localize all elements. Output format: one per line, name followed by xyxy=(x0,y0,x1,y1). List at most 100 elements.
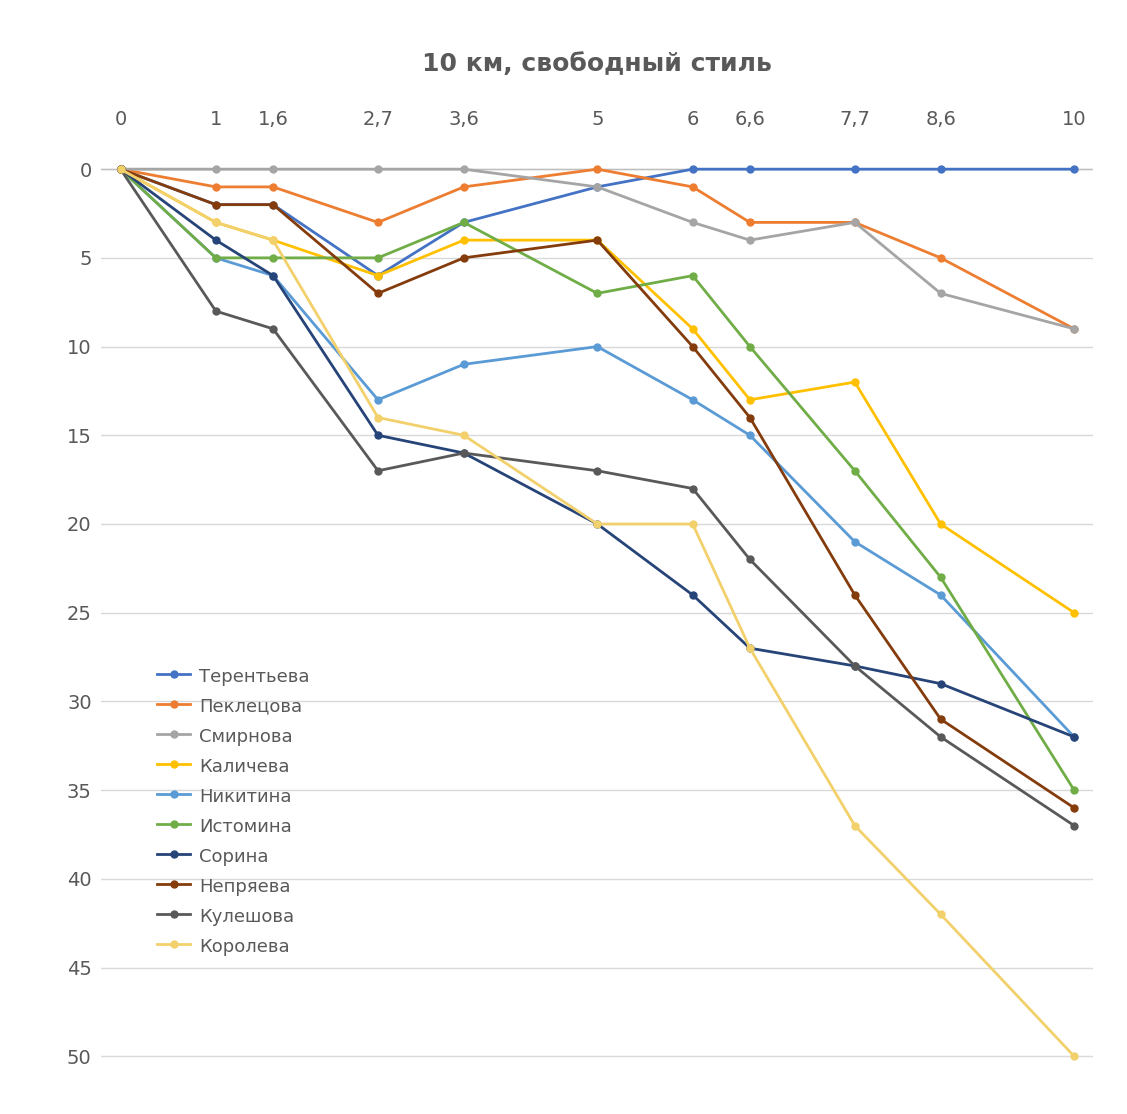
Королева xyxy=(210,216,223,229)
Терентьева xyxy=(114,163,127,176)
Пеклецова xyxy=(934,251,948,264)
Смирнова xyxy=(1067,322,1081,335)
Каличева xyxy=(210,216,223,229)
Пеклецова xyxy=(686,180,700,194)
Королева xyxy=(458,429,471,442)
Сорина xyxy=(848,659,861,673)
Кулешова xyxy=(743,553,756,566)
Королева xyxy=(266,234,279,247)
Пеклецова xyxy=(848,216,861,229)
Истомина xyxy=(371,251,384,264)
Смирнова xyxy=(934,286,948,300)
Кулешова xyxy=(1067,819,1081,832)
Legend: Терентьева, Пеклецова, Смирнова, Каличева, Никитина, Истомина, Сорина, Непряева,: Терентьева, Пеклецова, Смирнова, Каличев… xyxy=(150,661,317,962)
Никитина xyxy=(591,340,604,353)
Кулешова xyxy=(934,730,948,743)
Каличева xyxy=(1067,606,1081,619)
Смирнова xyxy=(591,180,604,194)
Истомина xyxy=(458,216,471,229)
Терентьева xyxy=(210,198,223,212)
Пеклецова xyxy=(591,163,604,176)
Никитина xyxy=(210,251,223,264)
Непряева xyxy=(458,251,471,264)
Line: Сорина: Сорина xyxy=(117,166,1077,741)
Сорина xyxy=(371,429,384,442)
Пеклецова xyxy=(114,163,127,176)
Сорина xyxy=(934,677,948,691)
Смирнова xyxy=(210,163,223,176)
Сорина xyxy=(1067,730,1081,743)
Королева xyxy=(591,517,604,530)
Пеклецова xyxy=(458,180,471,194)
Непряева xyxy=(848,588,861,602)
Line: Непряева: Непряева xyxy=(117,166,1077,811)
Сорина xyxy=(743,642,756,655)
Каличева xyxy=(458,234,471,247)
Никитина xyxy=(458,358,471,371)
Терентьева xyxy=(743,163,756,176)
Терентьева xyxy=(266,198,279,212)
Title: 10 км, свободный стиль: 10 км, свободный стиль xyxy=(423,52,772,76)
Смирнова xyxy=(114,163,127,176)
Никитина xyxy=(266,268,279,282)
Кулешова xyxy=(210,304,223,317)
Каличева xyxy=(371,268,384,282)
Непряева xyxy=(743,411,756,424)
Королева xyxy=(743,642,756,655)
Смирнова xyxy=(848,216,861,229)
Каличева xyxy=(266,234,279,247)
Line: Каличева: Каличева xyxy=(117,166,1077,616)
Непряева xyxy=(371,286,384,300)
Никитина xyxy=(848,535,861,548)
Терентьева xyxy=(934,163,948,176)
Непряева xyxy=(266,198,279,212)
Королева xyxy=(114,163,127,176)
Сорина xyxy=(458,447,471,460)
Никитина xyxy=(371,393,384,407)
Пеклецова xyxy=(1067,322,1081,335)
Каличева xyxy=(686,322,700,335)
Истомина xyxy=(1067,783,1081,797)
Истомина xyxy=(934,570,948,584)
Кулешова xyxy=(266,322,279,335)
Королева xyxy=(371,411,384,424)
Каличева xyxy=(848,375,861,389)
Терентьева xyxy=(458,216,471,229)
Каличева xyxy=(934,517,948,530)
Кулешова xyxy=(114,163,127,176)
Непряева xyxy=(591,234,604,247)
Каличева xyxy=(114,163,127,176)
Кулешова xyxy=(591,465,604,478)
Каличева xyxy=(743,393,756,407)
Пеклецова xyxy=(371,216,384,229)
Line: Пеклецова: Пеклецова xyxy=(117,166,1077,332)
Королева xyxy=(686,517,700,530)
Истомина xyxy=(210,251,223,264)
Смирнова xyxy=(266,163,279,176)
Пеклецова xyxy=(743,216,756,229)
Кулешова xyxy=(848,659,861,673)
Смирнова xyxy=(371,163,384,176)
Истомина xyxy=(686,268,700,282)
Line: Королева: Королева xyxy=(117,166,1077,1059)
Непряева xyxy=(210,198,223,212)
Истомина xyxy=(591,286,604,300)
Непряева xyxy=(934,713,948,726)
Смирнова xyxy=(743,234,756,247)
Каличева xyxy=(591,234,604,247)
Никитина xyxy=(934,588,948,602)
Непряева xyxy=(114,163,127,176)
Никитина xyxy=(1067,730,1081,743)
Смирнова xyxy=(686,216,700,229)
Королева xyxy=(848,819,861,832)
Никитина xyxy=(686,393,700,407)
Line: Никитина: Никитина xyxy=(117,166,1077,741)
Пеклецова xyxy=(266,180,279,194)
Кулешова xyxy=(371,465,384,478)
Королева xyxy=(1067,1049,1081,1063)
Истомина xyxy=(743,340,756,353)
Сорина xyxy=(266,268,279,282)
Королева xyxy=(934,908,948,921)
Кулешова xyxy=(686,482,700,496)
Непряева xyxy=(1067,801,1081,814)
